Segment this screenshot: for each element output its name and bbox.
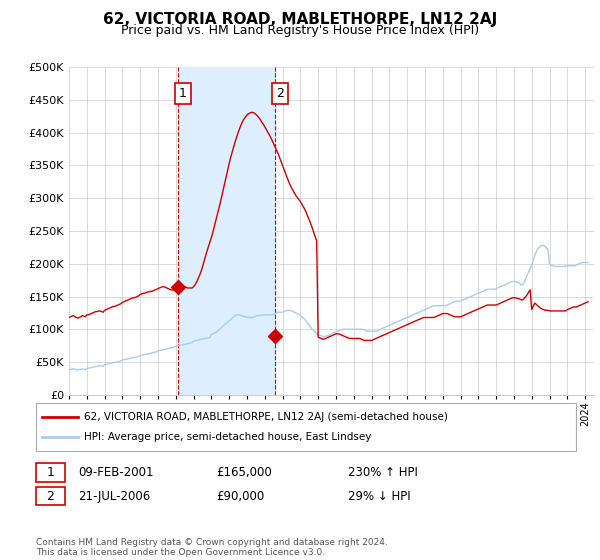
Text: £165,000: £165,000 xyxy=(216,466,272,479)
Text: 2: 2 xyxy=(46,489,55,503)
Text: 29% ↓ HPI: 29% ↓ HPI xyxy=(348,489,410,503)
Text: 62, VICTORIA ROAD, MABLETHORPE, LN12 2AJ (semi-detached house): 62, VICTORIA ROAD, MABLETHORPE, LN12 2AJ… xyxy=(84,412,448,422)
Text: 62, VICTORIA ROAD, MABLETHORPE, LN12 2AJ: 62, VICTORIA ROAD, MABLETHORPE, LN12 2AJ xyxy=(103,12,497,27)
Text: 1: 1 xyxy=(46,466,55,479)
Text: £90,000: £90,000 xyxy=(216,489,264,503)
Text: 09-FEB-2001: 09-FEB-2001 xyxy=(78,466,154,479)
Text: HPI: Average price, semi-detached house, East Lindsey: HPI: Average price, semi-detached house,… xyxy=(84,432,371,442)
Text: 2: 2 xyxy=(276,87,284,100)
Text: 21-JUL-2006: 21-JUL-2006 xyxy=(78,489,150,503)
Text: Contains HM Land Registry data © Crown copyright and database right 2024.
This d: Contains HM Land Registry data © Crown c… xyxy=(36,538,388,557)
Text: Price paid vs. HM Land Registry's House Price Index (HPI): Price paid vs. HM Land Registry's House … xyxy=(121,24,479,36)
Text: 1: 1 xyxy=(179,87,187,100)
Bar xyxy=(178,67,275,395)
Text: 230% ↑ HPI: 230% ↑ HPI xyxy=(348,466,418,479)
